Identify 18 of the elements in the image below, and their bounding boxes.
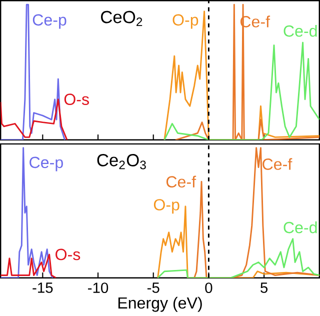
series-label: Ce-d [284, 24, 317, 37]
series-label: Ce-f [262, 158, 292, 170]
chart-title: CeO$_{2}$ [101, 10, 142, 26]
x-tick-label: 5 [260, 282, 268, 293]
chart-title: Ce$_{2}$O$_{3}$ [97, 154, 146, 170]
x-tick-label: -10 [88, 282, 108, 293]
x-axis-title: Energy (eV) [118, 296, 202, 312]
x-tick-label: -5 [147, 282, 160, 293]
x-tick-label: -15 [32, 282, 53, 293]
series-label: O-s [64, 93, 89, 105]
series-label: Ce-p [32, 14, 66, 29]
series-label: Ce-d [284, 221, 317, 234]
x-tick-label: 0 [205, 282, 212, 293]
series-label: O-s [56, 248, 80, 260]
series-label: O-p [154, 198, 180, 214]
series-label: Ce-p [30, 156, 63, 172]
series-label: Ce-f [166, 176, 196, 188]
series-label: O-p [172, 14, 198, 29]
